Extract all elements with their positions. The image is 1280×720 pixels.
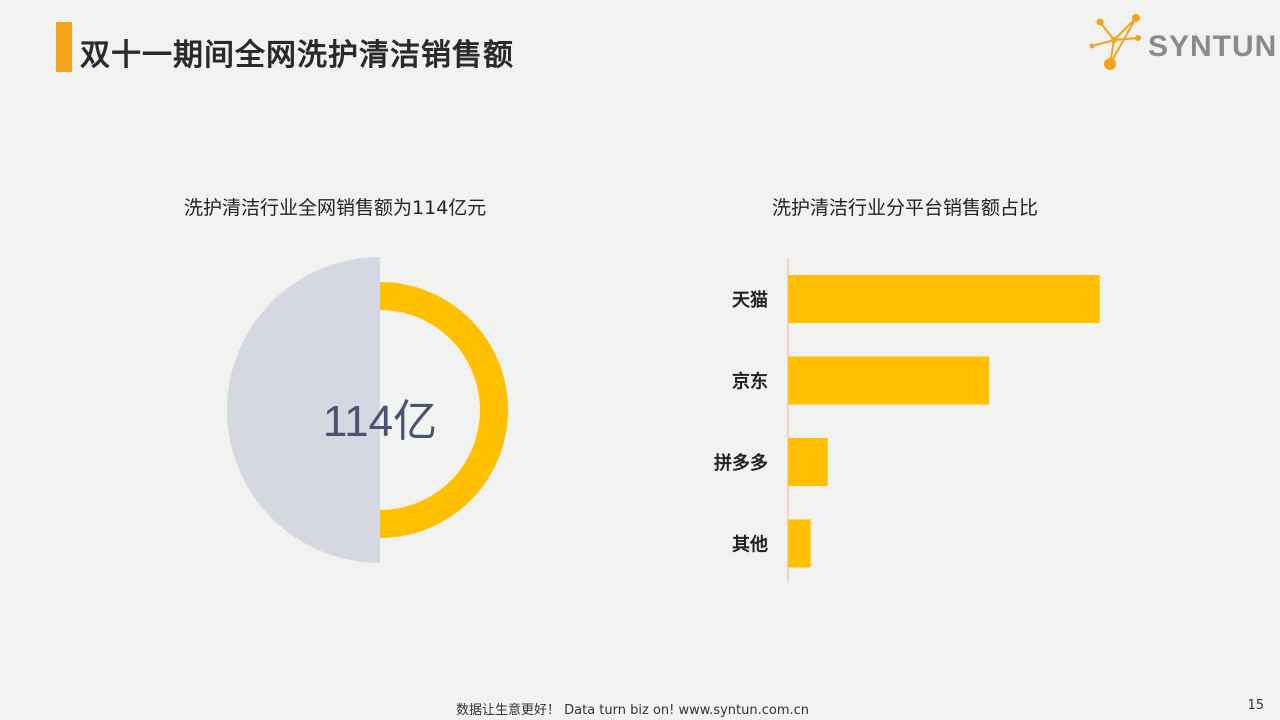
bar-label-3: 其他 — [732, 534, 768, 556]
bar-label-0: 天猫 — [732, 289, 768, 311]
bar-label-1: 京东 — [732, 371, 768, 393]
title-accent-bar — [56, 22, 72, 72]
donut-left-half — [227, 257, 380, 563]
page-number: 15 — [1247, 698, 1264, 713]
donut-center-value: 114亿 — [322, 397, 438, 446]
bar-2 — [788, 438, 828, 486]
bar-chart-title: 洗护清洁行业分平台销售额占比 — [772, 197, 1039, 219]
logo-molecule-icon — [1089, 14, 1141, 70]
bar-label-2: 拼多多 — [714, 452, 768, 474]
syntun-logo: SYNTUN — [1086, 12, 1276, 76]
donut-chart-title: 洗护清洁行业全网销售额为114亿元 — [184, 197, 487, 219]
donut-chart — [227, 257, 508, 563]
logo-text: SYNTUN — [1148, 30, 1278, 63]
bar-0 — [788, 275, 1100, 323]
page-title: 双十一期间全网洗护清洁销售额 — [80, 38, 514, 73]
donut-right-ring — [380, 282, 508, 538]
bar-1 — [788, 356, 990, 405]
footer-slogan: 数据让生意更好！ Data turn biz on! www.syntun.co… — [456, 703, 810, 718]
bar-3 — [788, 519, 811, 568]
